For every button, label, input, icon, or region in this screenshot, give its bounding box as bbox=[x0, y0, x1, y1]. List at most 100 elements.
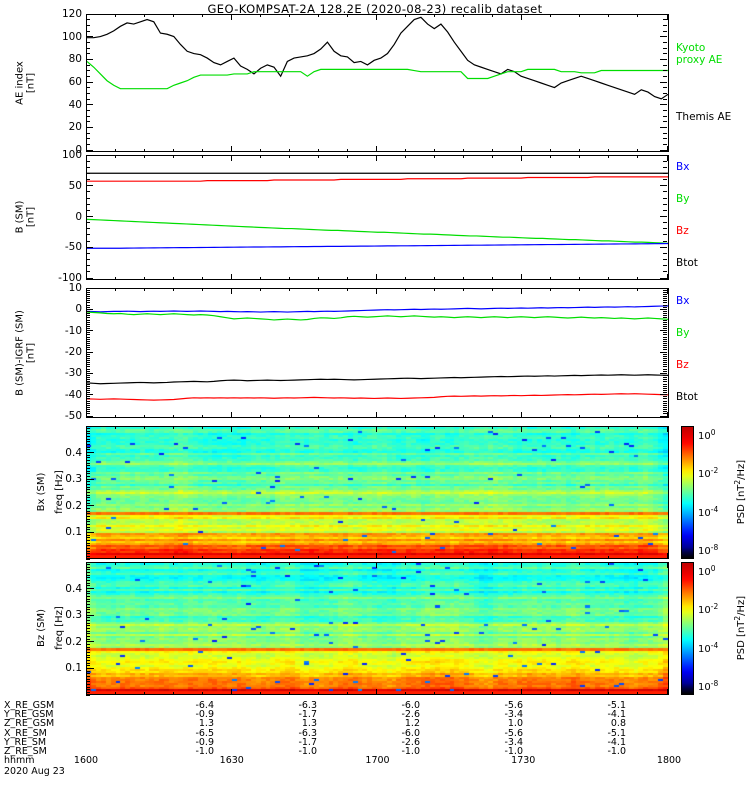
y-minor-tick bbox=[86, 468, 90, 470]
x-tick-mark bbox=[114, 155, 116, 158]
x-tick-mark bbox=[579, 556, 581, 559]
x-tick-mark bbox=[637, 562, 639, 565]
y-minor-tick bbox=[663, 234, 667, 236]
x-tick-mark bbox=[172, 415, 174, 418]
x-tick-mark bbox=[492, 692, 494, 695]
y-minor-tick bbox=[86, 296, 90, 298]
y-minor-tick bbox=[86, 351, 90, 353]
x-tick-mark bbox=[550, 426, 552, 429]
y-minor-tick bbox=[86, 252, 90, 254]
x-tick-mark bbox=[288, 149, 290, 152]
y-minor-tick bbox=[86, 454, 90, 456]
y-minor-tick bbox=[663, 203, 667, 205]
x-tick-mark bbox=[376, 562, 377, 568]
y-minor-tick bbox=[86, 372, 90, 374]
x-tick-mark bbox=[143, 288, 145, 291]
y-minor-tick bbox=[86, 691, 90, 693]
x-tick-mark bbox=[434, 14, 436, 17]
x-tick-mark bbox=[230, 689, 232, 695]
x-tick-mark bbox=[114, 692, 116, 695]
y-minor-tick bbox=[86, 398, 90, 400]
y-minor-tick bbox=[86, 197, 90, 199]
x-tick-mark bbox=[317, 155, 319, 158]
y-minor-tick bbox=[86, 497, 90, 499]
y-minor-tick bbox=[663, 115, 667, 117]
x-tick-mark bbox=[85, 274, 87, 280]
y-minor-tick bbox=[663, 387, 667, 389]
y-minor-tick bbox=[663, 362, 667, 364]
y-minor-tick bbox=[86, 154, 90, 156]
y-minor-tick bbox=[86, 374, 90, 376]
y-minor-tick bbox=[86, 360, 90, 362]
y-minor-tick bbox=[86, 330, 90, 332]
x-tick-mark bbox=[376, 553, 377, 559]
y-tick-mark bbox=[86, 614, 94, 616]
y-minor-tick bbox=[86, 392, 90, 394]
y-minor-tick bbox=[663, 216, 667, 217]
y-minor-tick bbox=[86, 657, 90, 659]
x-tick-mark bbox=[608, 426, 610, 429]
x-tick-mark bbox=[492, 149, 494, 152]
legend-b-sm-bz: Bz bbox=[676, 225, 689, 237]
y-minor-tick bbox=[86, 409, 90, 411]
y-minor-tick bbox=[663, 185, 667, 187]
y-minor-tick bbox=[86, 13, 90, 15]
y-minor-tick bbox=[86, 313, 90, 315]
y-minor-tick bbox=[663, 306, 667, 308]
x-tick-mark bbox=[521, 412, 523, 418]
y-minor-tick bbox=[663, 228, 667, 230]
y-minor-tick bbox=[86, 675, 90, 677]
y-tick-mark bbox=[86, 478, 94, 480]
panel-bx-spectrogram bbox=[86, 426, 669, 559]
x-tick-mark bbox=[376, 155, 377, 161]
x-tick-mark bbox=[85, 146, 87, 152]
y-minor-tick bbox=[86, 473, 90, 475]
colorbar-tick-label: 10-4 bbox=[698, 640, 719, 655]
y-minor-tick bbox=[86, 104, 90, 106]
y-minor-tick bbox=[86, 683, 90, 685]
y-minor-tick bbox=[663, 330, 667, 332]
y-minor-tick bbox=[86, 336, 90, 338]
y-minor-tick bbox=[663, 191, 667, 193]
y-minor-tick bbox=[663, 355, 667, 357]
x-tick-mark bbox=[666, 412, 668, 418]
y-minor-tick bbox=[86, 126, 90, 128]
ephemeris-row-label: Y_RE_SM bbox=[4, 736, 47, 748]
y-minor-tick bbox=[86, 53, 90, 55]
y-minor-tick bbox=[86, 630, 90, 632]
y-minor-tick bbox=[663, 364, 667, 366]
ephemeris-value: -5.6 bbox=[504, 727, 523, 739]
ephemeris-value: -4.1 bbox=[607, 709, 626, 721]
y-minor-tick bbox=[86, 545, 90, 547]
x-tick-mark bbox=[230, 553, 232, 559]
y-minor-tick bbox=[86, 19, 90, 21]
x-tick-mark bbox=[463, 14, 465, 17]
y-tick-label: 0 bbox=[75, 144, 82, 156]
y-minor-tick bbox=[86, 492, 90, 493]
x-tick-mark bbox=[346, 415, 348, 418]
y-minor-tick bbox=[663, 360, 667, 362]
y-minor-tick bbox=[86, 381, 90, 383]
ephemeris-value: -1.7 bbox=[298, 709, 317, 721]
x-tick-mark bbox=[259, 556, 261, 559]
y-minor-tick bbox=[663, 413, 667, 415]
y-minor-tick bbox=[86, 566, 90, 568]
x-tick-mark bbox=[405, 277, 407, 280]
x-tick-mark bbox=[346, 155, 348, 158]
y-minor-tick bbox=[86, 47, 90, 49]
y-minor-tick bbox=[86, 323, 90, 325]
y-tick-mark bbox=[86, 667, 94, 669]
x-tick-mark bbox=[521, 288, 523, 294]
x-tick-mark bbox=[376, 412, 377, 418]
x-tick-mark bbox=[405, 149, 407, 152]
x-tick-mark bbox=[637, 556, 639, 559]
y-tick-mark bbox=[86, 531, 94, 533]
bx-spectrogram-image bbox=[87, 427, 668, 558]
y-tick-label: 0.1 bbox=[65, 662, 82, 675]
y-minor-tick bbox=[663, 345, 667, 347]
y-minor-tick bbox=[86, 643, 90, 645]
x-tick-label: 1730 bbox=[511, 755, 536, 767]
x-tick-mark bbox=[463, 562, 465, 565]
x-tick-mark bbox=[405, 562, 407, 565]
y-minor-tick bbox=[663, 310, 667, 312]
